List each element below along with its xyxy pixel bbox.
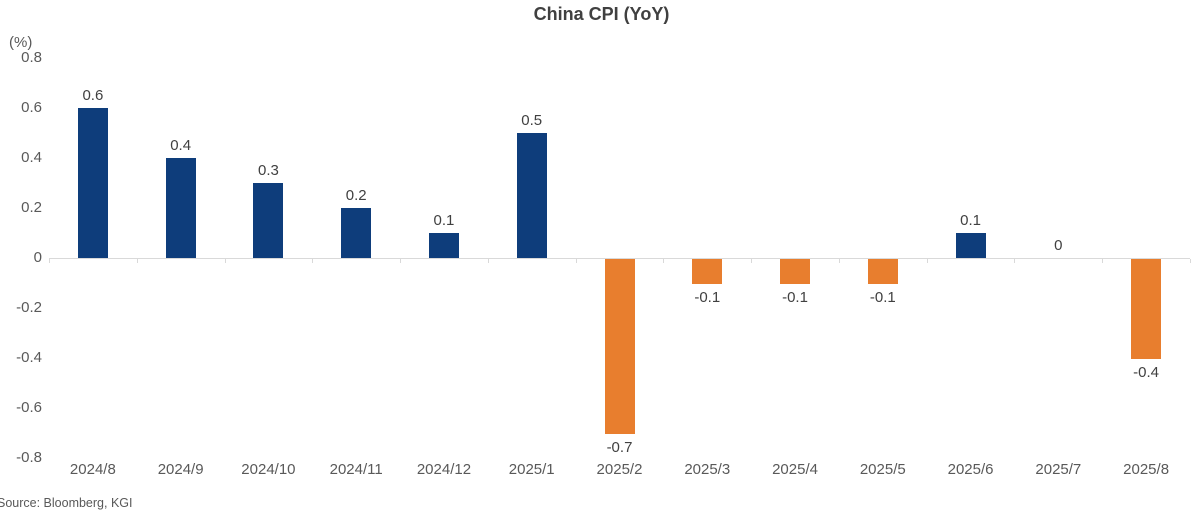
bar-2025/1 bbox=[516, 133, 547, 258]
x-axis-label-2025/8: 2025/8 bbox=[1123, 461, 1170, 478]
x-axis-tick-mark bbox=[838, 259, 840, 263]
bar-2024/12 bbox=[428, 233, 459, 258]
bar-2025/2 bbox=[604, 259, 635, 434]
y-axis-tick-label: -0.6 bbox=[16, 399, 42, 416]
x-axis-label-2025/2: 2025/2 bbox=[596, 461, 643, 478]
x-axis-label-2025/6: 2025/6 bbox=[947, 461, 994, 478]
x-axis-tick-mark bbox=[224, 259, 226, 263]
y-axis-tick-label: -0.4 bbox=[16, 349, 42, 366]
y-axis-tick-label: 0.8 bbox=[21, 49, 42, 66]
x-axis-tick-mark bbox=[136, 259, 138, 263]
data-label-2025/6: 0.1 bbox=[960, 212, 981, 229]
x-axis-label-2025/7: 2025/7 bbox=[1035, 461, 1082, 478]
x-axis-tick-mark bbox=[487, 259, 489, 263]
y-axis-tick-label: 0 bbox=[33, 249, 42, 266]
bar-2025/6 bbox=[955, 233, 986, 258]
bar-2024/9 bbox=[165, 158, 196, 258]
x-axis-label-2025/5: 2025/5 bbox=[859, 461, 906, 478]
x-axis-tick-mark bbox=[312, 259, 314, 263]
data-label-2024/8: 0.6 bbox=[82, 87, 104, 104]
data-label-2024/11: 0.2 bbox=[345, 187, 367, 204]
x-axis-tick-mark bbox=[751, 259, 753, 263]
x-axis-tick-mark bbox=[926, 259, 928, 263]
bar-2025/4 bbox=[780, 259, 811, 284]
x-axis-line bbox=[49, 258, 1190, 259]
bar-2024/8 bbox=[77, 108, 108, 258]
data-label-2024/12: 0.1 bbox=[433, 212, 455, 229]
y-axis-tick-label: -0.2 bbox=[16, 299, 42, 316]
x-axis-tick-mark bbox=[663, 259, 665, 263]
y-axis-tick-label: -0.8 bbox=[16, 449, 42, 466]
bar-2025/5 bbox=[867, 259, 898, 284]
data-label-2025/7: 0 bbox=[1054, 237, 1063, 254]
bar-2025/8 bbox=[1131, 259, 1162, 359]
data-label-2025/8: -0.4 bbox=[1133, 364, 1160, 381]
y-axis-tick-label: 0.2 bbox=[21, 199, 42, 216]
x-axis-label-2025/1: 2025/1 bbox=[508, 461, 555, 478]
x-axis-label-2024/9: 2024/9 bbox=[157, 461, 204, 478]
x-axis-tick-mark bbox=[400, 259, 402, 263]
bar-2024/10 bbox=[253, 183, 284, 258]
x-axis-label-2024/10: 2024/10 bbox=[241, 461, 296, 478]
x-axis-label-2024/8: 2024/8 bbox=[69, 461, 116, 478]
y-axis-tick-label: 0.4 bbox=[21, 149, 42, 166]
chart-title: China CPI (YoY) bbox=[533, 4, 670, 24]
x-axis-tick-mark bbox=[1190, 259, 1191, 263]
x-axis-tick-mark bbox=[1014, 259, 1016, 263]
data-label-2025/4: -0.1 bbox=[782, 289, 808, 306]
data-label-2024/9: 0.4 bbox=[170, 137, 192, 154]
bar-2024/11 bbox=[341, 208, 372, 258]
y-axis-unit-label: (%) bbox=[9, 34, 33, 51]
source-note: Source: Bloomberg, KGI bbox=[0, 496, 133, 510]
data-label-2025/1: 0.5 bbox=[521, 112, 543, 129]
x-axis-label-2024/11: 2024/11 bbox=[329, 461, 383, 478]
x-axis-label-2024/12: 2024/12 bbox=[416, 461, 472, 478]
y-axis-tick-label: 0.6 bbox=[21, 99, 42, 116]
x-axis-tick-mark bbox=[49, 259, 50, 263]
x-axis-tick-mark bbox=[1102, 259, 1104, 263]
x-axis-tick-mark bbox=[575, 259, 577, 263]
data-label-2025/3: -0.1 bbox=[694, 289, 721, 306]
x-axis-label-2025/3: 2025/3 bbox=[684, 461, 731, 478]
data-label-2024/10: 0.3 bbox=[257, 162, 279, 179]
bar-2025/3 bbox=[692, 259, 723, 284]
data-label-2025/2: -0.7 bbox=[606, 439, 633, 456]
data-label-2025/5: -0.1 bbox=[869, 289, 896, 306]
x-axis-label-2025/4: 2025/4 bbox=[772, 461, 818, 478]
